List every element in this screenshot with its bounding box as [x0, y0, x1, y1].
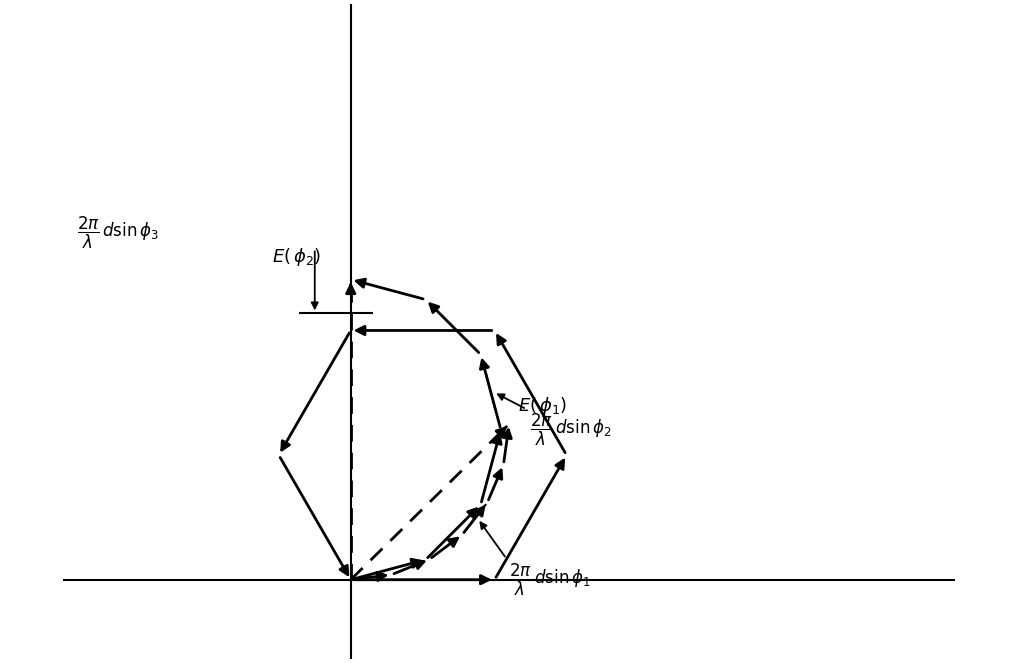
Text: $E(\,\phi_1)$: $E(\,\phi_1)$	[518, 394, 567, 417]
Text: $\dfrac{2\pi}{\lambda}\,d\sin\phi_2$: $\dfrac{2\pi}{\lambda}\,d\sin\phi_2$	[529, 412, 611, 448]
Text: $\dfrac{2\pi}{\lambda}\,d\sin\phi_3$: $\dfrac{2\pi}{\lambda}\,d\sin\phi_3$	[77, 215, 159, 251]
Text: $E(\,\phi_2)$: $E(\,\phi_2)$	[272, 246, 321, 268]
Text: $\dfrac{2\pi}{\lambda}\,d\sin\phi_1$: $\dfrac{2\pi}{\lambda}\,d\sin\phi_1$	[509, 562, 591, 598]
